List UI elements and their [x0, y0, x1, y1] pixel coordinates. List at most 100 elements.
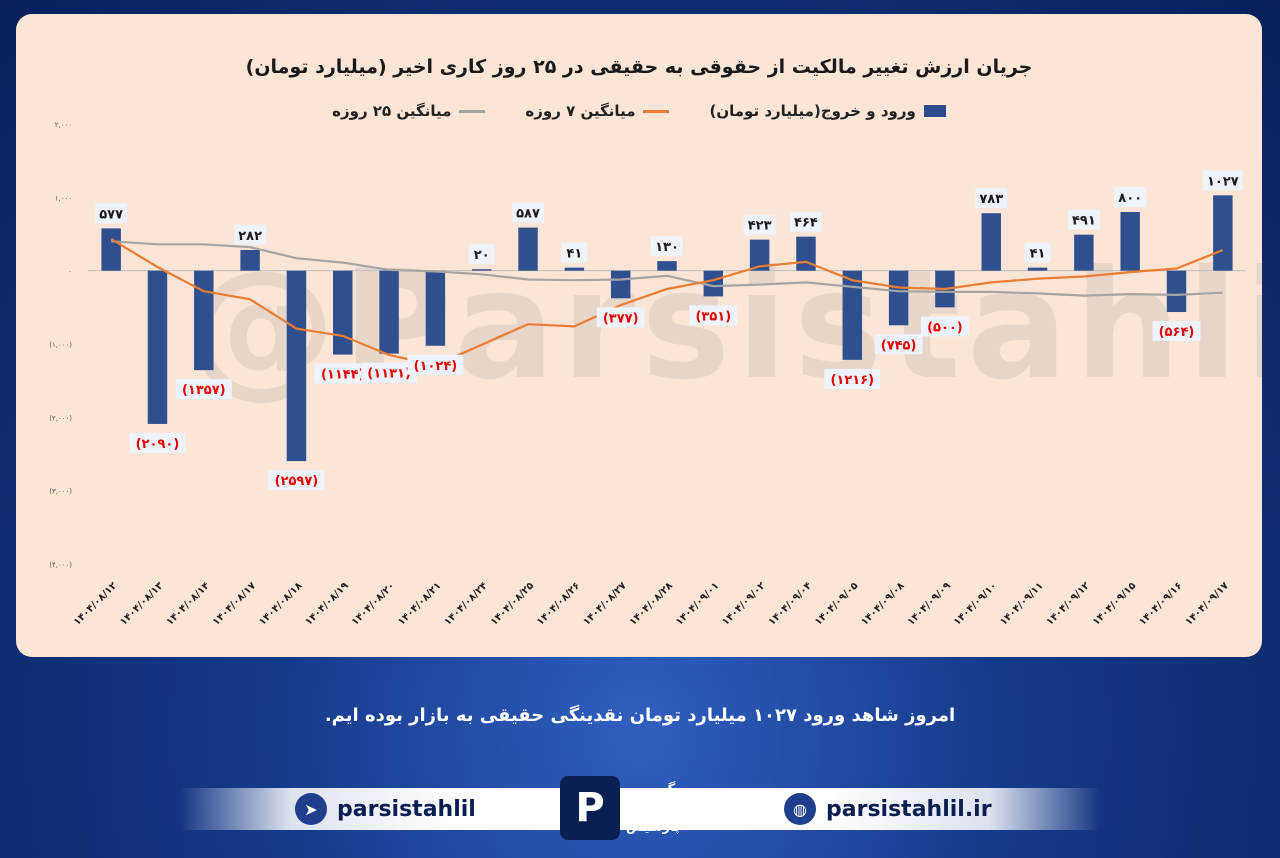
bar [657, 261, 677, 271]
x-tick-label: ۱۴۰۴/۰۸/۱۳ [118, 580, 165, 627]
x-tick-label: ۱۴۰۴/۰۹/۱۶ [1137, 580, 1184, 627]
logo-line-1: گـــروه [630, 781, 676, 797]
ma25-line [111, 240, 1223, 297]
data-label-box [651, 236, 683, 257]
data-label: ۲۸۲ [238, 229, 262, 244]
legend-item-ma7: میانگین ۷ روزه [525, 102, 670, 120]
data-label: (۵۶۴) [1159, 325, 1195, 340]
chart-legend: ورود و خروج(میلیارد تومان) میانگین ۷ روز… [16, 102, 1262, 120]
bar [286, 270, 307, 462]
globe-icon: ◍ [784, 793, 816, 825]
data-label-box [1152, 321, 1201, 342]
data-label-box [314, 363, 371, 384]
bar [425, 270, 446, 346]
contact-bar [180, 788, 1100, 830]
x-tick-label: ۱۴۰۴/۰۹/۱۱ [998, 580, 1045, 627]
bar [518, 227, 538, 271]
data-label-box [596, 307, 645, 328]
data-label-box [361, 362, 418, 383]
legend-label-ma25: میانگین ۲۵ روزه [332, 102, 452, 120]
x-tick-label: ۱۴۰۴/۰۸/۱۹ [303, 580, 350, 627]
legend-label-flow: ورود و خروج(میلیارد تومان) [709, 102, 916, 120]
data-label-box [920, 316, 969, 337]
legend-item-flow: ورود و خروج(میلیارد تومان) [709, 102, 946, 120]
data-label: (۱۳۵۷) [182, 383, 226, 398]
data-label: (۱۲۱۶) [830, 373, 874, 388]
logo-line-3: پارسیس [626, 819, 680, 835]
bar [1074, 234, 1094, 271]
x-tick-label: ۱۴۰۴/۰۸/۱۲ [72, 580, 119, 627]
data-label: (۵۰۰) [927, 320, 963, 335]
data-label-box [561, 242, 588, 263]
legend-swatch-ma25 [459, 109, 486, 113]
bar [333, 270, 353, 355]
x-tick-label: ۱۴۰۴/۰۸/۲۱ [396, 580, 443, 627]
bar [749, 239, 770, 271]
data-label: (۱۱۴۴) [321, 368, 365, 383]
chart-card: @Parsistahlil جریان ارزش تغییر مالکیت از… [16, 14, 1262, 657]
data-label: ۲۰ [474, 248, 490, 263]
data-label-box [743, 214, 776, 235]
legend-item-ma25: میانگین ۲۵ روزه [332, 102, 486, 120]
chart-plot: (۴,۰۰۰) (۳,۰۰۰) (۲,۰۰۰) (۱,۰۰۰) ۰ ۱,۰۰۰ ۲,۰۰۰ ۵… [49, 121, 1246, 628]
x-tick-label: ۱۴۰۴/۰۸/۱۷ [211, 580, 258, 627]
data-label-box [975, 188, 1008, 209]
data-label-box [468, 244, 495, 265]
bar [1120, 212, 1140, 271]
bar [1027, 267, 1048, 271]
data-label: ۴۹۱ [1072, 214, 1096, 229]
telegram-link[interactable]: ➤ parsistahlil [295, 793, 476, 825]
data-label: (۲۵۹۷) [275, 474, 319, 489]
y-tick-label: (۳,۰۰۰) [49, 488, 72, 496]
x-tick-label: ۱۴۰۴/۰۸/۱۸ [257, 580, 304, 627]
data-label-box [689, 305, 738, 326]
bar [1166, 270, 1187, 313]
x-tick-label: ۱۴۰۴/۰۸/۲۴ [442, 580, 489, 627]
x-tick-label: ۱۴۰۴/۰۹/۰۹ [906, 580, 953, 627]
bar [610, 270, 631, 299]
data-label-box [407, 354, 464, 375]
data-label: ۴۲۳ [748, 219, 772, 234]
chart-title: جریان ارزش تغییر مالکیت از حقوقی به حقیق… [245, 56, 1033, 78]
website-url: parsistahlil.ir [826, 796, 992, 822]
x-tick-label: ۱۴۰۴/۰۹/۰۵ [813, 580, 860, 627]
x-tick-label: ۱۴۰۴/۰۸/۲۷ [581, 580, 628, 627]
data-label: (۳۷۷) [603, 311, 639, 326]
bar [564, 267, 585, 271]
data-label: ۴۶۴ [794, 216, 818, 231]
bar [842, 270, 863, 360]
bar [981, 213, 1001, 271]
data-label: (۱۱۳۱) [367, 367, 411, 382]
bar [147, 270, 168, 424]
website-link[interactable]: ◍ parsistahlil.ir [784, 793, 992, 825]
data-label-box [1067, 209, 1100, 230]
bar [1213, 195, 1233, 271]
x-tick-label: ۱۴۰۴/۰۹/۰۴ [767, 580, 814, 627]
data-label-box [1202, 170, 1243, 191]
bar [194, 270, 214, 371]
x-tick-label: ۱۴۰۴/۰۹/۰۲ [720, 580, 767, 627]
data-label-box [95, 203, 128, 224]
x-tick-label: ۱۴۰۴/۰۸/۲۶ [535, 580, 582, 627]
bar [379, 270, 399, 354]
data-label: (۲۰۹۰) [136, 437, 180, 452]
y-tick-label: ۰ [68, 268, 72, 276]
data-label: ۸۰۰ [1118, 191, 1142, 206]
footer-message: امروز شاهد ورود ۱۰۲۷ میلیارد تومان نقدین… [324, 705, 956, 726]
bar [888, 270, 909, 326]
x-tick-label: ۱۴۰۴/۰۹/۰۸ [859, 580, 906, 627]
telegram-icon: ➤ [295, 793, 327, 825]
x-tick-label: ۱۴۰۴/۰۹/۱۷ [1183, 580, 1230, 627]
data-label-box [1114, 187, 1147, 207]
data-label-box [1024, 242, 1051, 263]
data-label: ۴۱ [566, 247, 582, 262]
data-label: (۱۰۲۴) [414, 359, 458, 374]
brand-logo: P گـــروه تحلیلـی پارسیس [560, 768, 720, 848]
y-tick-label: (۲,۰۰۰) [49, 414, 72, 422]
x-tick-label: ۱۴۰۴/۰۸/۲۵ [489, 580, 536, 627]
data-label: ۵۷۷ [99, 207, 123, 222]
bar [240, 249, 260, 271]
data-label: (۳۵۱) [695, 309, 731, 324]
x-tick-label: ۱۴۰۴/۰۸/۲۸ [628, 580, 675, 627]
legend-swatch-ma7 [643, 109, 670, 113]
